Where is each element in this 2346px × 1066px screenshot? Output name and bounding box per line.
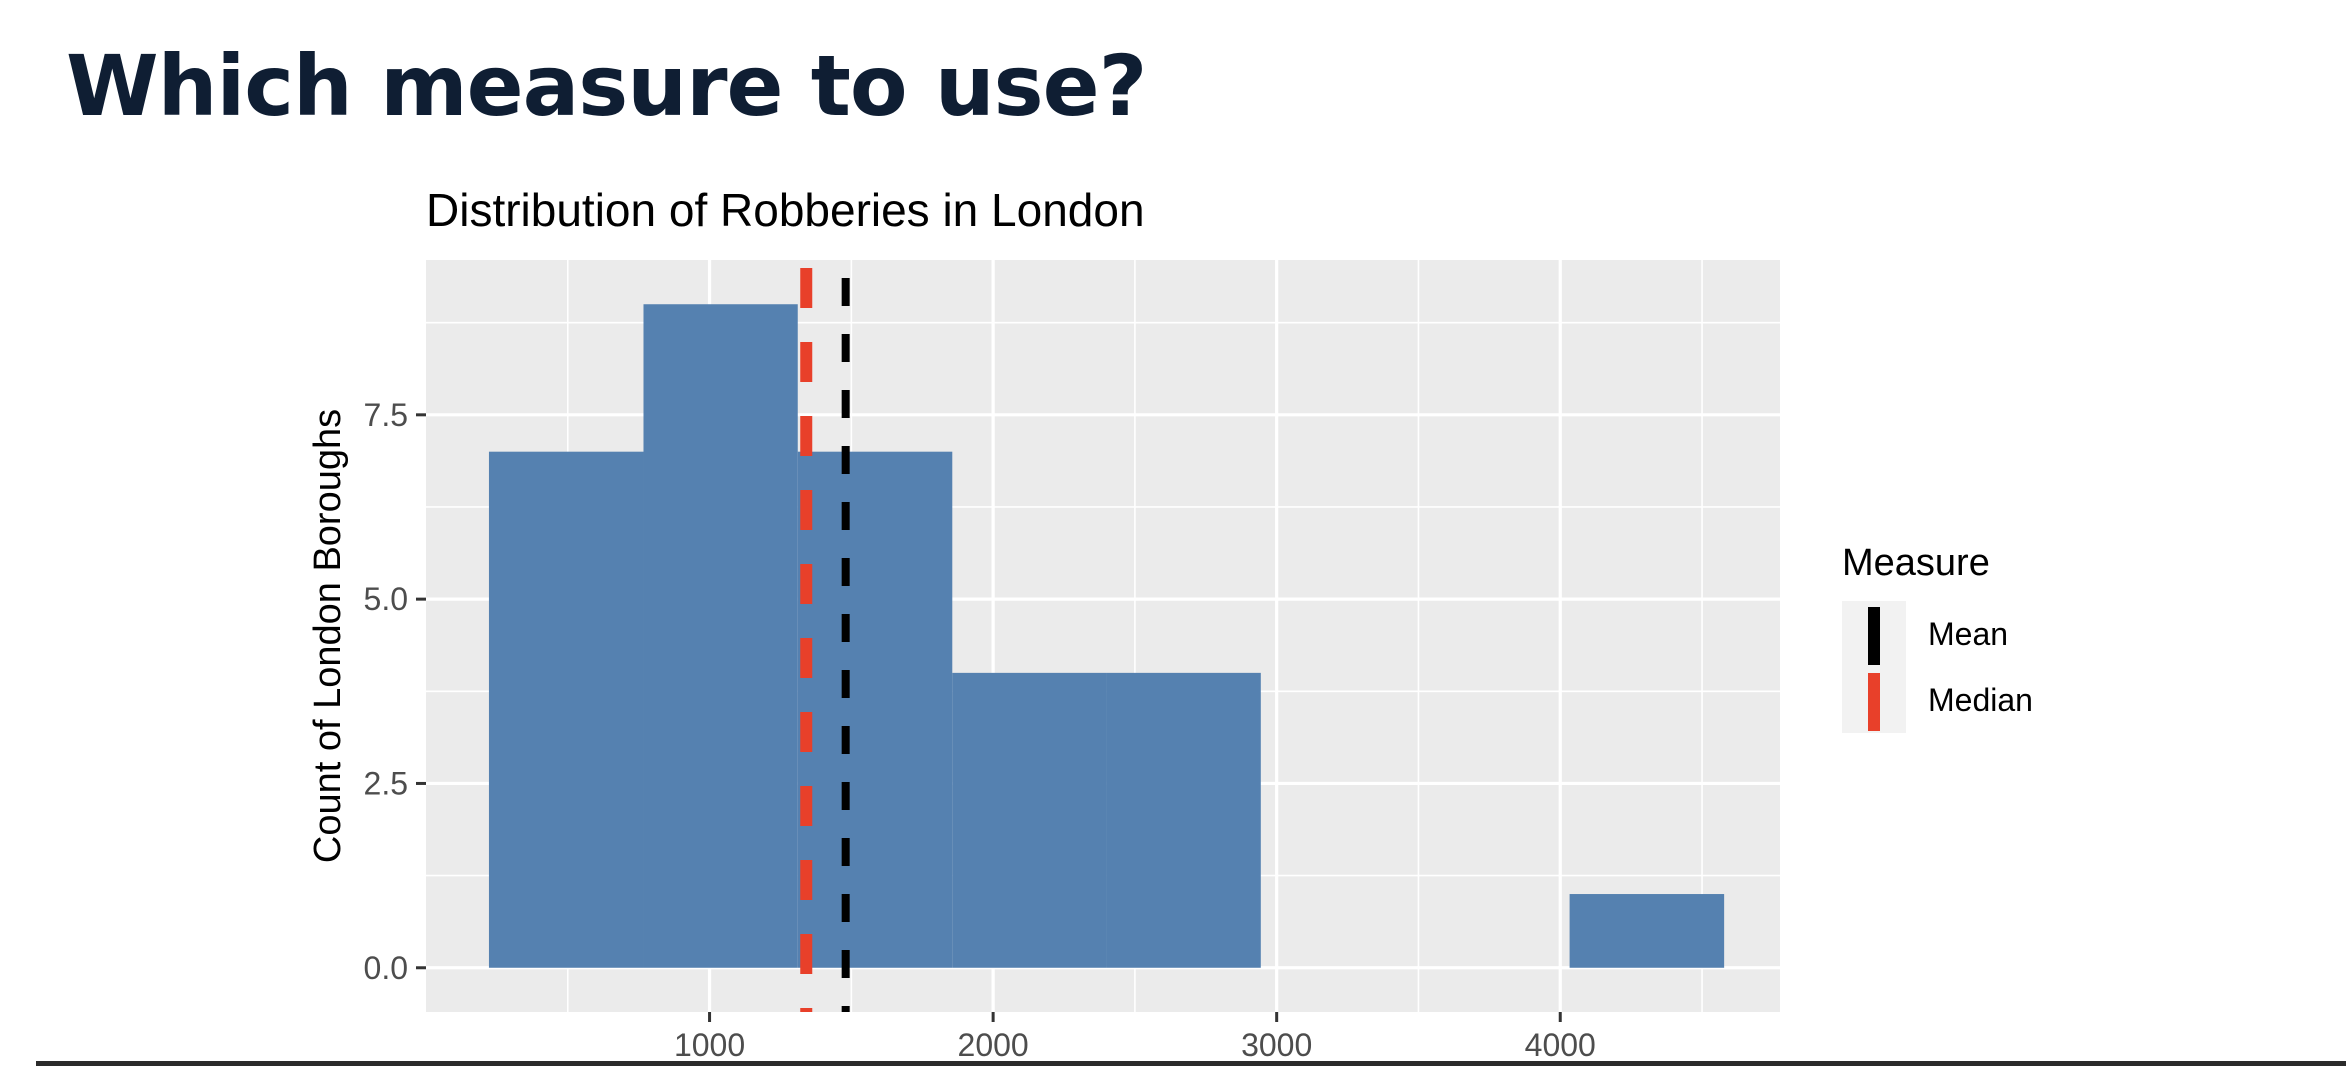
- histogram-bar: [488, 451, 644, 968]
- histogram-bar: [1106, 672, 1261, 968]
- histogram-bar: [643, 304, 798, 968]
- x-tick-label: 3000: [1241, 1027, 1312, 1063]
- axes: 0.0 2.5 5.0 7.5 1000 2000 3000 4000: [364, 397, 1596, 1063]
- y-tick-label: 2.5: [364, 765, 408, 801]
- legend-title: Measure: [1842, 542, 1990, 584]
- legend-label-mean: Mean: [1928, 616, 2008, 652]
- histogram-bar: [797, 451, 953, 968]
- y-tick-label: 5.0: [364, 581, 408, 617]
- histogram-bar: [952, 672, 1107, 968]
- histogram-bars: [488, 304, 1725, 968]
- y-tick-label: 7.5: [364, 397, 408, 433]
- legend: Measure Mean Median: [1842, 542, 2033, 733]
- x-tick-label: 1000: [674, 1027, 745, 1063]
- y-tick-label: 0.0: [364, 950, 408, 986]
- legend-label-median: Median: [1928, 682, 2033, 718]
- measure-lines: [800, 268, 850, 1012]
- histogram-bar: [1569, 894, 1725, 968]
- y-axis-title: Count of London Boroughs: [307, 409, 349, 863]
- x-tick-label: 4000: [1525, 1027, 1596, 1063]
- x-tick-label: 2000: [958, 1027, 1029, 1063]
- chart-title: Distribution of Robberies in London: [426, 184, 1145, 236]
- slide-title: Which measure to use?: [66, 37, 1147, 135]
- bottom-rule: [36, 1061, 2346, 1066]
